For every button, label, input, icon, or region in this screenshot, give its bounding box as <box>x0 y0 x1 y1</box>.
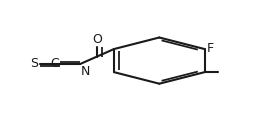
Text: N: N <box>81 66 90 78</box>
Text: F: F <box>207 42 214 55</box>
Text: C: C <box>50 57 59 70</box>
Text: S: S <box>30 57 38 70</box>
Text: O: O <box>92 33 102 46</box>
